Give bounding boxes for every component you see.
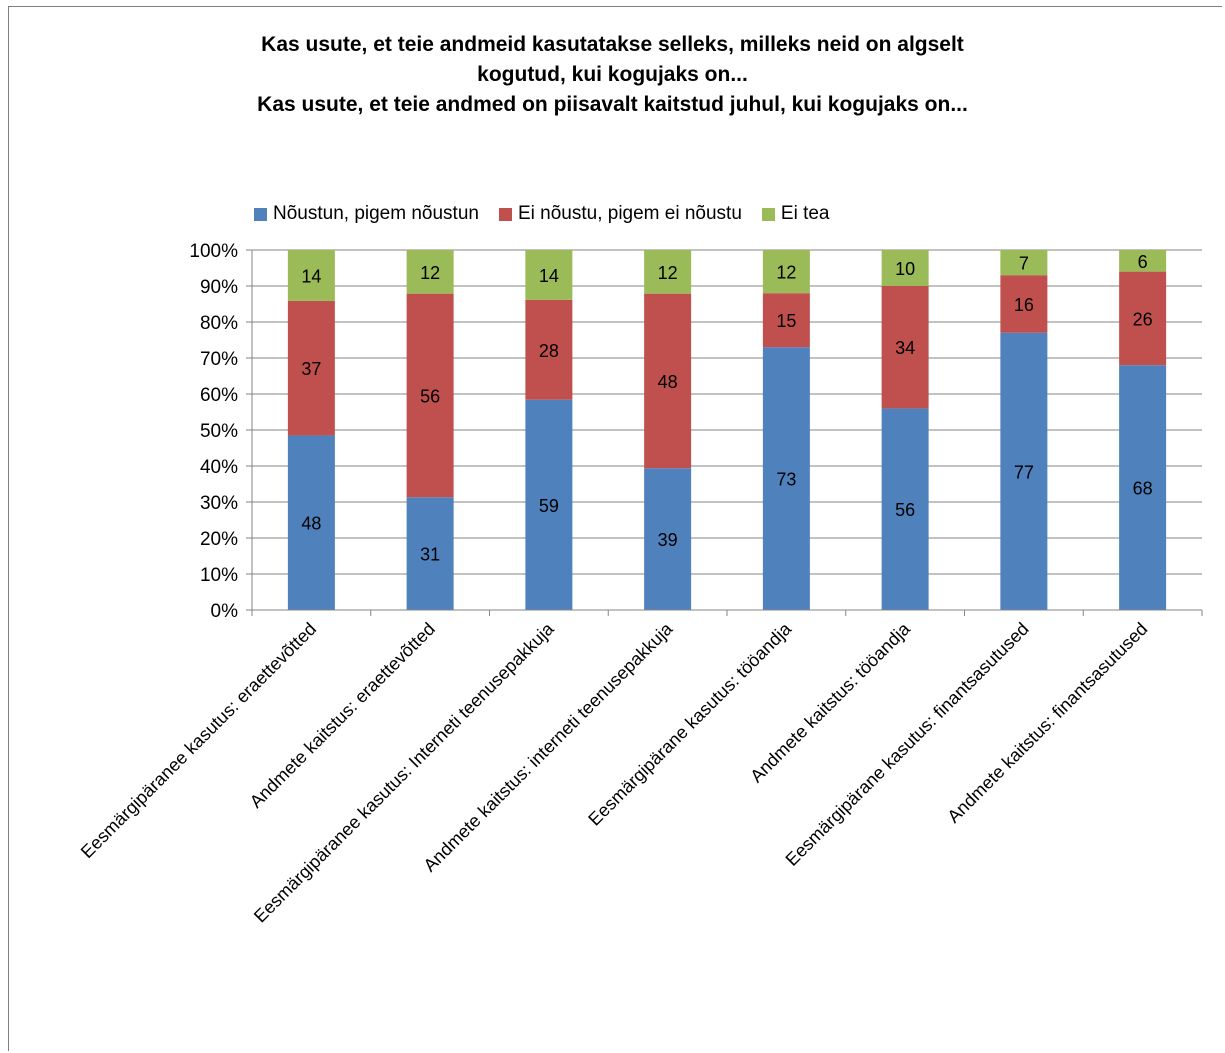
chart-legend: Nõustun, pigem nõustun Ei nõustu, pigem … <box>254 201 849 227</box>
bar-segment <box>762 250 810 294</box>
legend-label-dont-know: Ei tea <box>780 203 830 224</box>
y-tick-label: 80% <box>200 313 238 334</box>
bar-segment <box>1119 271 1167 366</box>
bar-segment <box>406 250 454 294</box>
data-label: 48 <box>658 372 678 392</box>
bar-segment <box>644 468 692 610</box>
bar-segment <box>406 497 454 610</box>
bar-segment <box>287 435 335 610</box>
chart-frame <box>8 6 1222 1051</box>
data-label: 56 <box>895 500 915 520</box>
y-tick-label: 100% <box>189 241 238 262</box>
data-label: 12 <box>776 263 796 283</box>
data-label: 39 <box>658 530 678 550</box>
data-label: 14 <box>539 266 559 286</box>
data-label: 12 <box>420 263 440 283</box>
data-label: 31 <box>420 545 440 565</box>
bar-segment <box>762 347 810 610</box>
chart-title-line-1: Kas usute, et teie andmeid kasutatakse s… <box>261 33 964 56</box>
data-label: 14 <box>301 266 321 286</box>
bar-segment <box>762 293 810 348</box>
data-label: 15 <box>776 311 796 331</box>
bar-segment <box>406 293 454 498</box>
bar-segment <box>1000 332 1048 610</box>
bar-segment <box>525 250 573 300</box>
data-label: 6 <box>1138 252 1148 272</box>
legend-label-agree: Nõustun, pigem nõustun <box>273 203 479 224</box>
chart-title-line-2: kogutud, kui kogujaks on... <box>477 63 748 86</box>
x-category-label: Andmete kaitstus: eraettevõtted <box>246 619 439 812</box>
data-label: 77 <box>1014 462 1034 482</box>
data-label: 10 <box>895 259 915 279</box>
bar-segment <box>1119 365 1167 610</box>
x-category-label: Andmete kaitstus: finantsasutused <box>943 619 1151 827</box>
bar-segment <box>1000 275 1048 333</box>
legend-item-agree: Nõustun, pigem nõustun <box>254 203 479 225</box>
x-category-label: Andmete kaitstus: interneti teenusepakku… <box>420 618 678 876</box>
data-label: 59 <box>539 496 559 516</box>
legend-label-disagree: Ei nõustu, pigem ei nõustu <box>517 203 742 224</box>
legend-item-dont-know: Ei tea <box>761 203 830 225</box>
y-tick-label: 30% <box>200 493 238 514</box>
bar-segment <box>1000 250 1048 276</box>
bar-segment <box>1119 250 1167 272</box>
data-label: 68 <box>1133 479 1153 499</box>
bar-segment <box>525 399 573 610</box>
bar-segment <box>287 250 335 301</box>
legend-swatch-agree <box>254 207 267 221</box>
y-tick-label: 40% <box>200 457 238 478</box>
y-tick-label: 90% <box>200 277 238 298</box>
x-category-label: Eesmärgipärane kasutus: finantsasutused <box>782 619 1033 870</box>
legend-item-disagree: Ei nõustu, pigem ei nõustu <box>498 203 742 225</box>
y-tick-label: 50% <box>200 421 238 442</box>
chart-title: Kas usute, et teie andmeid kasutatakse s… <box>0 30 1225 120</box>
bar-segment <box>287 300 335 436</box>
data-label: 12 <box>658 263 678 283</box>
y-tick-label: 10% <box>200 565 238 586</box>
data-label: 26 <box>1133 309 1153 329</box>
data-label: 37 <box>301 359 321 379</box>
data-label: 16 <box>1014 295 1034 315</box>
y-tick-label: 60% <box>200 385 238 406</box>
data-label: 56 <box>420 386 440 406</box>
data-label: 48 <box>301 514 321 534</box>
bar-segment <box>881 250 929 286</box>
data-label: 34 <box>895 338 915 358</box>
bar-segment <box>881 408 929 610</box>
x-category-label: Eesmärgipärane kasutus: tööandja <box>584 618 796 830</box>
chart-title-line-3: Kas usute, et teie andmed on piisavalt k… <box>257 93 968 116</box>
y-tick-label: 70% <box>200 349 238 370</box>
bar-segment <box>881 286 929 409</box>
data-label: 73 <box>776 470 796 490</box>
bar-segment <box>644 250 692 294</box>
legend-swatch-disagree <box>498 207 512 221</box>
x-category-label: Eesmärgipäranee kasutus: eraettevõtted <box>77 619 320 862</box>
bar-segment <box>644 293 692 469</box>
legend-swatch-dont-know <box>761 207 775 221</box>
bar-segment <box>525 299 573 400</box>
y-tick-label: 0% <box>211 601 239 622</box>
data-label: 28 <box>539 341 559 361</box>
y-tick-label: 20% <box>200 529 238 550</box>
data-label: 7 <box>1019 254 1029 274</box>
